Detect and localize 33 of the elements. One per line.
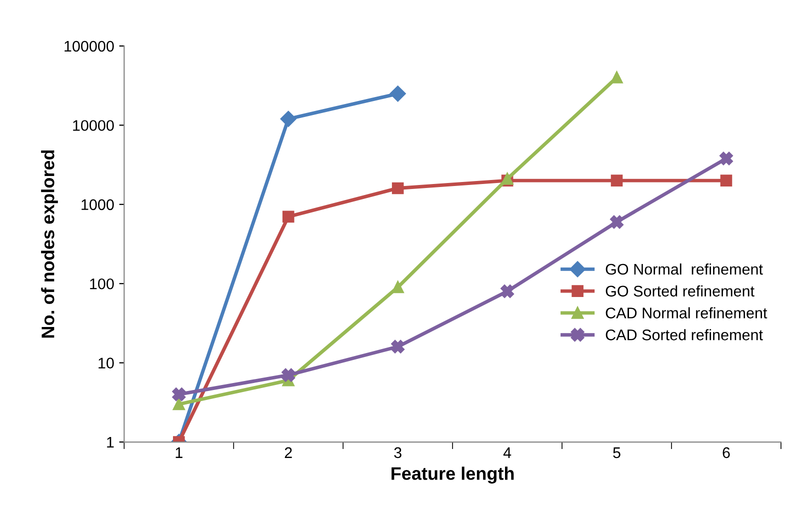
point [390,86,406,102]
point [392,182,404,194]
y-tick-label: 1000 [82,199,114,210]
legend-label: GO Normal refinement [606,263,763,275]
point [391,340,404,354]
point [172,398,185,410]
y-axis-title: No. of nodes explored [41,150,58,338]
y-tick-label: 10 [98,358,114,368]
point [610,215,624,229]
y-tick-label: 100 [90,278,114,290]
point [610,72,623,84]
y-tick-label: 100000 [64,40,114,52]
point [172,388,186,401]
x-tick-label: 6 [722,447,730,458]
point [720,152,733,166]
legend-label: CAD Normal refinement [606,307,768,318]
x-tick-label: 1 [176,447,182,458]
point [392,281,404,294]
point [282,368,295,382]
x-axis-title: Feature length [392,466,514,484]
y-tick-label: 1 [107,437,114,448]
point [280,111,296,127]
x-tick-label: 3 [394,447,402,458]
x-tick-label: 4 [503,447,512,458]
x-tick-label: 2 [284,447,292,458]
point [610,174,623,186]
point [500,284,514,298]
x-tick-label: 5 [613,447,620,458]
y-tick-label: 10000 [73,120,114,131]
legend-label: CAD Sorted refinement [606,329,763,340]
point [720,174,732,186]
point [282,210,294,223]
legend-label: GO Sorted refinement [606,285,754,297]
